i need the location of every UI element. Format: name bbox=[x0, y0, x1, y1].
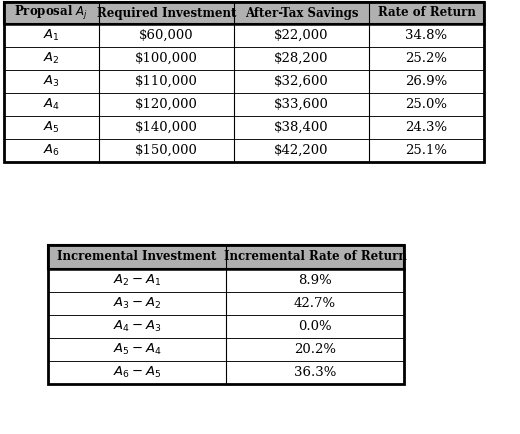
Text: 25.2%: 25.2% bbox=[406, 52, 448, 65]
Text: 42.7%: 42.7% bbox=[294, 297, 336, 310]
Text: $A_4 - A_3$: $A_4 - A_3$ bbox=[113, 319, 161, 334]
Text: $42,200: $42,200 bbox=[274, 144, 329, 157]
Bar bbox=[48, 245, 404, 269]
Text: $110,000: $110,000 bbox=[135, 75, 198, 88]
Text: $A_2$: $A_2$ bbox=[43, 51, 60, 66]
Bar bbox=[4, 24, 484, 47]
Text: Rate of Return: Rate of Return bbox=[378, 7, 475, 20]
Text: 24.3%: 24.3% bbox=[406, 121, 448, 134]
Text: $38,400: $38,400 bbox=[274, 121, 329, 134]
Bar bbox=[4, 93, 484, 116]
Text: $A_3 - A_2$: $A_3 - A_2$ bbox=[113, 296, 161, 311]
Text: $22,000: $22,000 bbox=[274, 29, 329, 42]
Bar bbox=[4, 2, 484, 24]
Text: Required Investment: Required Investment bbox=[97, 7, 236, 20]
Text: $120,000: $120,000 bbox=[135, 98, 198, 111]
Text: $A_4$: $A_4$ bbox=[43, 97, 60, 112]
Bar bbox=[4, 139, 484, 162]
Text: $32,600: $32,600 bbox=[274, 75, 329, 88]
Bar bbox=[48, 315, 404, 338]
Bar bbox=[48, 245, 404, 384]
Text: $A_5$: $A_5$ bbox=[43, 120, 60, 135]
Text: Proposal $A_j$: Proposal $A_j$ bbox=[15, 4, 88, 22]
Text: $A_6 - A_5$: $A_6 - A_5$ bbox=[113, 365, 161, 380]
Bar bbox=[4, 2, 484, 162]
Text: $28,200: $28,200 bbox=[274, 52, 329, 65]
Text: $100,000: $100,000 bbox=[135, 52, 198, 65]
Text: $33,600: $33,600 bbox=[274, 98, 329, 111]
Text: $A_3$: $A_3$ bbox=[43, 74, 60, 89]
Text: 25.1%: 25.1% bbox=[406, 144, 448, 157]
Text: 0.0%: 0.0% bbox=[298, 320, 332, 333]
Bar bbox=[48, 269, 404, 292]
Text: $A_1$: $A_1$ bbox=[43, 28, 60, 43]
Text: 20.2%: 20.2% bbox=[294, 343, 336, 356]
Text: $A_5 - A_4$: $A_5 - A_4$ bbox=[113, 342, 161, 357]
Bar bbox=[4, 70, 484, 93]
Text: $140,000: $140,000 bbox=[135, 121, 198, 134]
Text: After-Tax Savings: After-Tax Savings bbox=[245, 7, 358, 20]
Text: $A_6$: $A_6$ bbox=[43, 143, 60, 158]
Text: 8.9%: 8.9% bbox=[298, 274, 332, 287]
Text: 25.0%: 25.0% bbox=[406, 98, 448, 111]
Text: Incremental Rate of Return: Incremental Rate of Return bbox=[224, 250, 407, 263]
Text: 26.9%: 26.9% bbox=[406, 75, 448, 88]
Text: $A_2 - A_1$: $A_2 - A_1$ bbox=[113, 273, 161, 288]
Bar bbox=[48, 361, 404, 384]
Bar bbox=[48, 292, 404, 315]
Text: 34.8%: 34.8% bbox=[406, 29, 448, 42]
Text: Incremental Investment: Incremental Investment bbox=[57, 250, 217, 263]
Bar bbox=[4, 116, 484, 139]
Text: $60,000: $60,000 bbox=[139, 29, 194, 42]
Bar bbox=[4, 47, 484, 70]
Bar bbox=[48, 338, 404, 361]
Text: $150,000: $150,000 bbox=[135, 144, 198, 157]
Text: 36.3%: 36.3% bbox=[294, 366, 336, 379]
